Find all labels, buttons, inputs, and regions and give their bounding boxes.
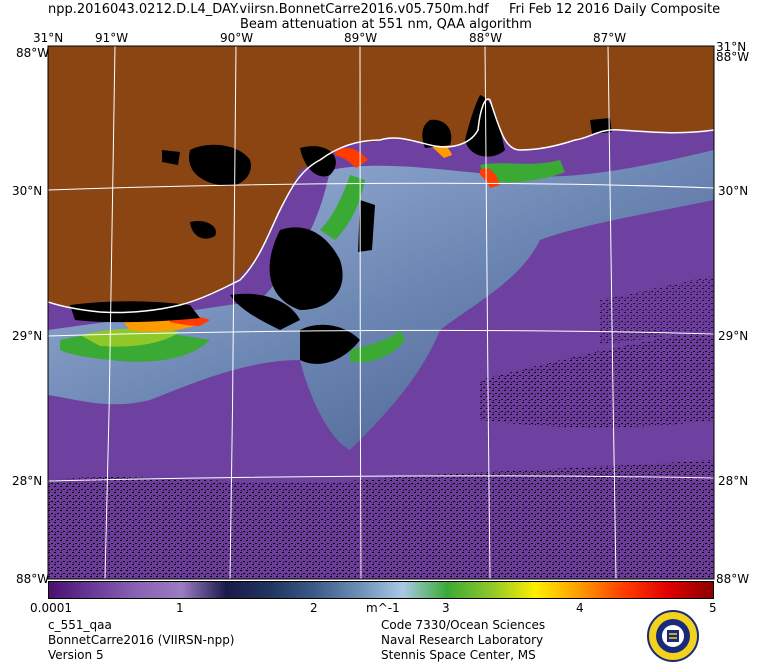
cloud-speckle-region — [48, 276, 714, 579]
date-title: Fri Feb 12 2016 Daily Composite — [509, 2, 721, 17]
lon-label-88w: 88°W — [469, 31, 503, 45]
coastline — [48, 98, 714, 314]
filename-title: npp.2016043.0212.D.L4_DAY.viirsn.BonnetC… — [48, 2, 489, 17]
lat-label-top-left: 31°N — [33, 31, 64, 45]
corner-label-bottom-right: 88°W — [716, 572, 750, 586]
no-data-regions — [70, 95, 612, 364]
lat-label-28n-right: 28°N — [718, 474, 749, 488]
lon-label-89w: 89°W — [344, 31, 378, 45]
map-frame — [47, 45, 715, 580]
colorbar — [48, 581, 714, 599]
colorbar-tick-1: 1 — [176, 601, 184, 615]
land-area — [48, 46, 714, 313]
lat-label-29n-right: 29°N — [718, 329, 749, 343]
footer-location: Stennis Space Center, MS — [381, 648, 536, 662]
colorbar-tick-4: 4 — [576, 601, 584, 615]
lat-label-30n-left: 30°N — [12, 184, 43, 198]
corner-label-bottom-left: 88°W — [16, 572, 50, 586]
colorbar-tick-2: 2 — [310, 601, 318, 615]
lat-label-28n-left: 28°N — [12, 474, 43, 488]
colorbar-unit: m^-1 — [366, 601, 400, 615]
lon-label-91w: 91°W — [95, 31, 129, 45]
sediment-plume — [48, 150, 714, 450]
colorbar-tick-5: 5 — [709, 601, 717, 615]
footer-org-code: Code 7330/Ocean Sciences — [381, 618, 546, 632]
footer-version: Version 5 — [48, 648, 104, 662]
lat-label-29n-left: 29°N — [12, 329, 43, 343]
lon-label-87w: 87°W — [593, 31, 627, 45]
corner-label-top-left: 88°W — [16, 46, 50, 60]
nrl-seal-icon — [647, 610, 699, 662]
product-title: Beam attenuation at 551 nm, QAA algorith… — [240, 17, 532, 32]
corner-label-top-right: 88°W — [716, 50, 750, 64]
colorbar-tick-3: 3 — [442, 601, 450, 615]
footer-region: BonnetCarre2016 (VIIRSN-npp) — [48, 633, 235, 647]
lat-label-top-right: 31°N — [716, 40, 747, 54]
lon-label-90w: 90°W — [220, 31, 254, 45]
lat-label-30n-right: 30°N — [718, 184, 749, 198]
footer-org-name: Naval Research Laboratory — [381, 633, 544, 647]
footer-product-code: c_551_qaa — [48, 618, 112, 632]
graticule — [48, 46, 714, 579]
colorbar-tick-0: 0.0001 — [30, 601, 72, 615]
